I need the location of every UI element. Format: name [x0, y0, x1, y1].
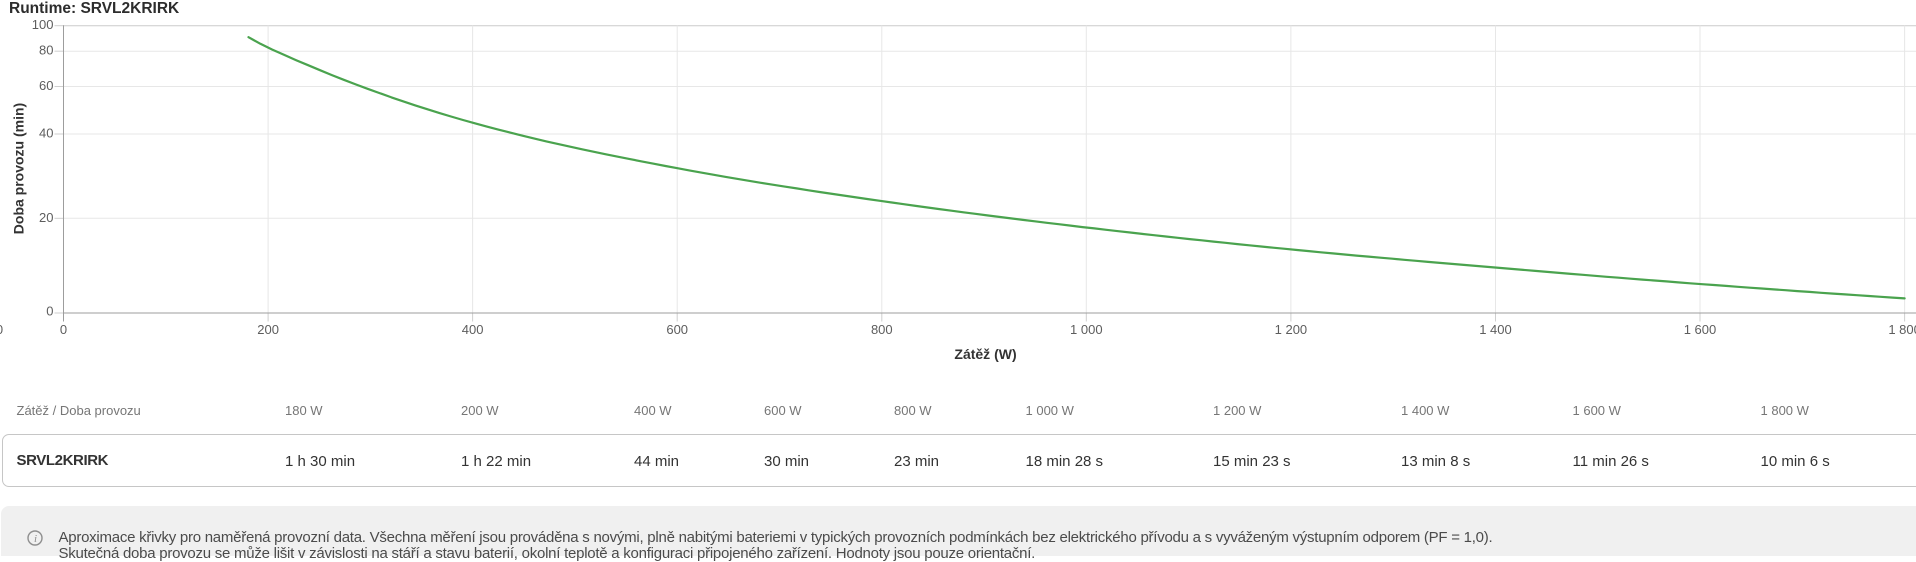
svg-text:40: 40: [39, 126, 53, 141]
svg-text:100: 100: [32, 17, 54, 32]
svg-text:400: 400: [462, 322, 484, 337]
svg-text:0: 0: [60, 322, 67, 337]
svg-text:Zátěž (W): Zátěž (W): [954, 346, 1016, 362]
svg-text:60: 60: [39, 78, 53, 93]
svg-text:1 000: 1 000: [1070, 322, 1103, 337]
svg-text:80: 80: [39, 43, 53, 58]
svg-text:Doba provozu (min): Doba provozu (min): [11, 103, 27, 234]
svg-text:1 800: 1 800: [1888, 322, 1916, 337]
svg-text:0: 0: [46, 304, 53, 319]
svg-text:1 200: 1 200: [1275, 322, 1308, 337]
svg-text:20: 20: [39, 210, 53, 225]
svg-text:600: 600: [666, 322, 688, 337]
svg-text:1 600: 1 600: [1684, 322, 1717, 337]
svg-text:1 400: 1 400: [1479, 322, 1512, 337]
svg-text:200: 200: [257, 322, 279, 337]
svg-text:800: 800: [871, 322, 893, 337]
svg-text:i: i: [34, 533, 37, 545]
svg-text:0: 0: [0, 322, 3, 337]
